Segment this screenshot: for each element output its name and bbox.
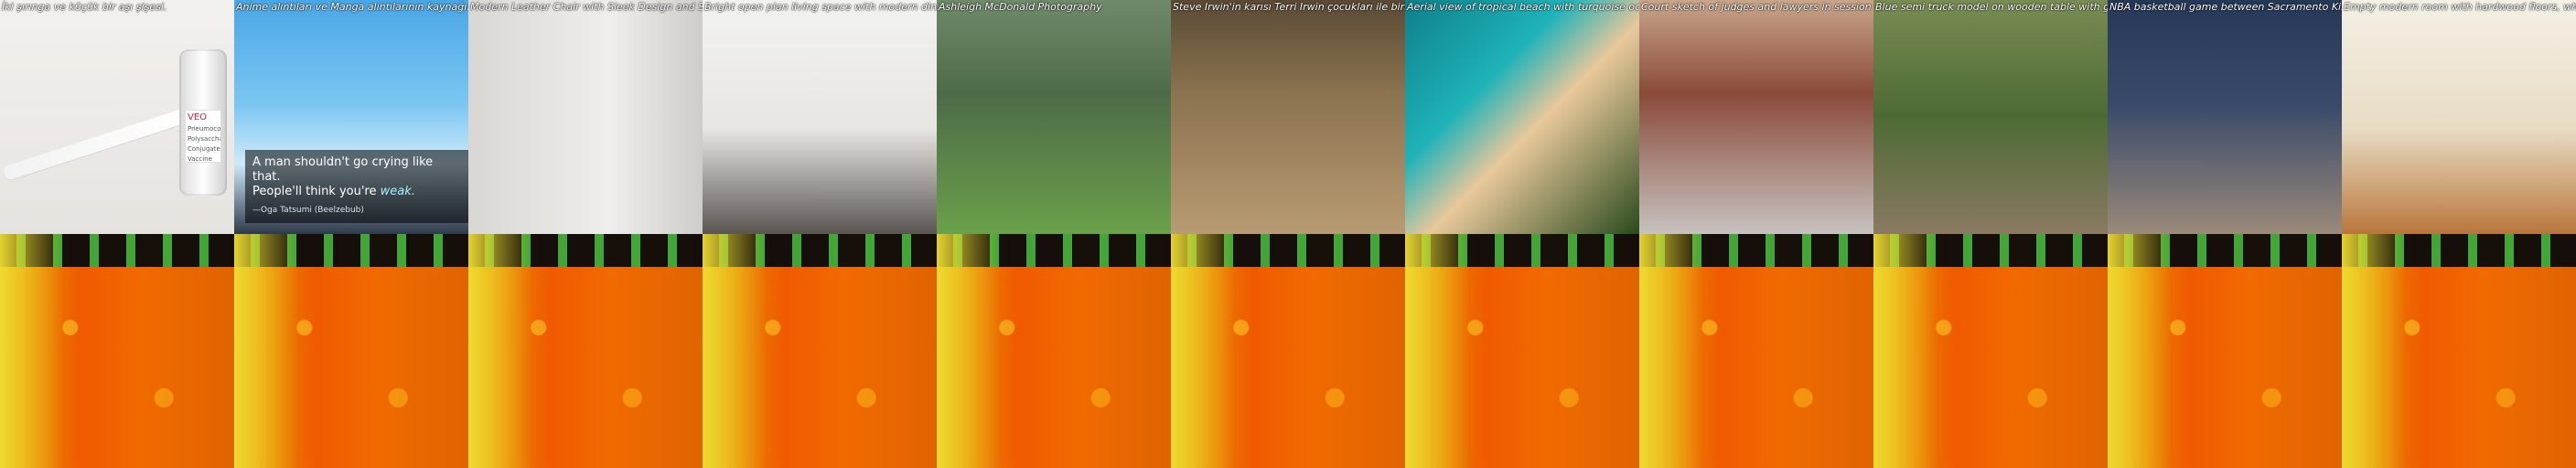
tile-court-sketch: Court sketch of judges and lawyers in se… <box>1639 0 1873 234</box>
vial-label: VEO Pneumococcal Polysaccharide Conjugat… <box>185 110 221 163</box>
tile-caption: Anime alıntıları ve Manga alıntılarının … <box>236 1 468 13</box>
meme-line-2-prefix: People'll think you're <box>252 185 381 198</box>
tile-anime-meme: Anime alıntıları ve Manga alıntılarının … <box>234 0 468 234</box>
tile-caption: Bright open plan living space with moder… <box>704 1 937 13</box>
meme-line-2-emphasis: weak. <box>380 185 415 198</box>
tile-wedding-photo: Ashleigh McDonald Photography <box>937 0 1171 234</box>
tile-truck-model: Blue semi truck model on wooden table wi… <box>1873 0 2108 234</box>
tile-chair: Modern Leather Chair with Sleek Design a… <box>468 0 703 234</box>
syringe <box>2 107 190 182</box>
tile-caption: Steve Irwin'in karısı Terri Irwin çocukl… <box>1173 1 1405 13</box>
tile-caption: İki şırınga ve küçük bir aşı şişesi. <box>2 1 167 13</box>
tile-caption: Blue semi truck model on wooden table wi… <box>1875 1 2108 13</box>
tile-caption: NBA basketball game between Sacramento K… <box>2109 1 2342 13</box>
tile-basketball: NBA basketball game between Sacramento K… <box>2108 0 2342 234</box>
meme-quote: A man shouldn't go crying like that. Peo… <box>245 150 468 223</box>
tile-caption: Modern Leather Chair with Sleek Design a… <box>470 1 703 13</box>
vaccine-vial: VEO Pneumococcal Polysaccharide Conjugat… <box>179 49 227 196</box>
tile-aerial-beach: Aerial view of tropical beach with turqu… <box>1405 0 1639 234</box>
meme-author: —Oga Tatsumi (Beelzebub) <box>252 206 364 215</box>
tile-texture-2 <box>234 234 468 468</box>
tile-texture-9 <box>1873 234 2108 468</box>
tile-caption: Empty modern room with hardwood floors, … <box>2344 1 2576 13</box>
tile-living-room: Bright open plan living space with moder… <box>703 0 937 234</box>
vial-label-text: Pneumococcal Polysaccharide Conjugate Va… <box>188 125 221 163</box>
tile-syringes-vial: İki şırınga ve küçük bir aşı şişesi. VEO… <box>0 0 234 234</box>
tile-texture-6 <box>1171 234 1405 468</box>
tile-texture-7 <box>1405 234 1639 468</box>
tile-texture-1 <box>0 234 234 468</box>
tile-texture-4 <box>703 234 937 468</box>
vial-brand: VEO <box>188 112 208 122</box>
meme-line-1: A man shouldn't go crying like that. <box>252 155 434 184</box>
tile-texture-11 <box>2342 234 2576 468</box>
tile-texture-3 <box>468 234 703 468</box>
tile-caption: Aerial view of tropical beach with turqu… <box>1407 1 1639 13</box>
tile-empty-room: Empty modern room with hardwood floors, … <box>2342 0 2576 234</box>
tile-texture-8 <box>1639 234 1873 468</box>
tile-texture-10 <box>2108 234 2342 468</box>
tile-texture-5 <box>937 234 1171 468</box>
tile-zoo-family: Steve Irwin'in karısı Terri Irwin çocukl… <box>1171 0 1405 234</box>
tile-caption: Ashleigh McDonald Photography <box>939 1 1102 13</box>
tile-caption: Court sketch of judges and lawyers in se… <box>1641 1 1872 13</box>
